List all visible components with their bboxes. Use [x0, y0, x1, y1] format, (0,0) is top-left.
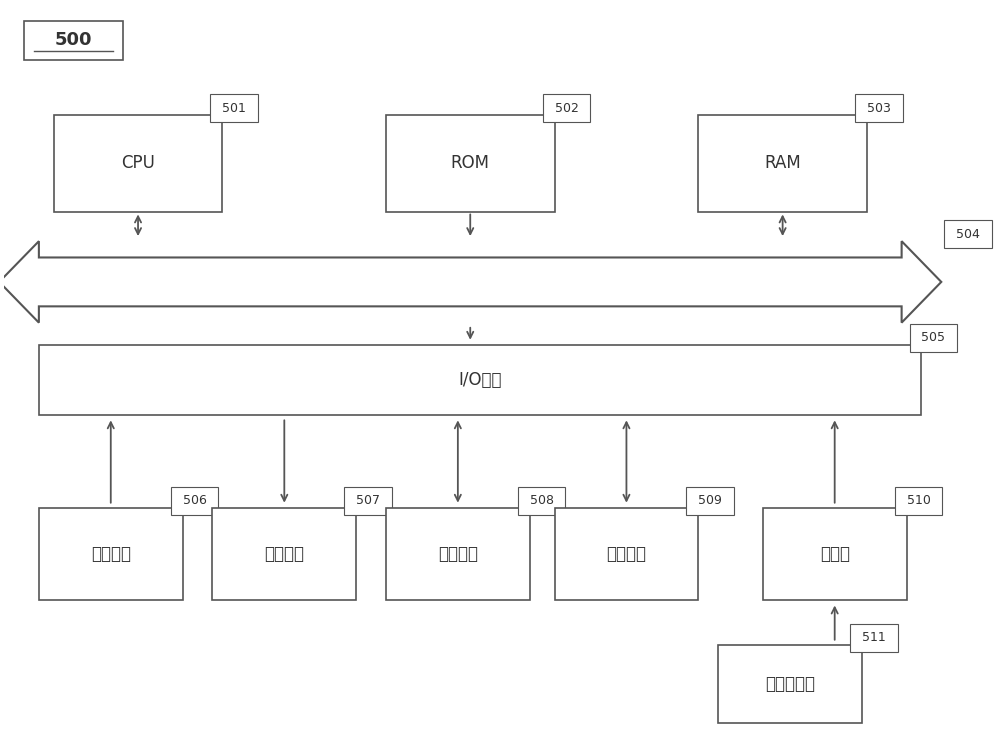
Text: 输入部分: 输入部分: [91, 545, 131, 563]
Text: 511: 511: [862, 631, 886, 644]
Bar: [39, 508, 183, 601]
Text: 501: 501: [222, 102, 246, 115]
Text: 505: 505: [921, 331, 945, 345]
Bar: [686, 487, 734, 515]
Text: 504: 504: [956, 228, 980, 240]
Text: 输出部分: 输出部分: [264, 545, 304, 563]
Bar: [543, 94, 590, 122]
Bar: [344, 487, 392, 515]
Text: 502: 502: [555, 102, 578, 115]
Text: 507: 507: [356, 494, 380, 507]
Bar: [698, 115, 867, 211]
Bar: [386, 508, 530, 601]
Bar: [210, 94, 258, 122]
Bar: [855, 94, 903, 122]
Text: ROM: ROM: [451, 154, 490, 172]
Bar: [171, 487, 218, 515]
Text: 509: 509: [698, 494, 722, 507]
Text: 506: 506: [183, 494, 207, 507]
Bar: [718, 645, 862, 723]
Bar: [763, 508, 907, 601]
Text: 510: 510: [907, 494, 930, 507]
Text: I/O接口: I/O接口: [458, 371, 502, 389]
Text: 通信部分: 通信部分: [606, 545, 646, 563]
Bar: [54, 115, 222, 211]
Text: 503: 503: [867, 102, 891, 115]
Text: 500: 500: [55, 31, 92, 49]
Text: RAM: RAM: [764, 154, 801, 172]
Polygon shape: [0, 241, 941, 323]
Text: 508: 508: [530, 494, 554, 507]
Bar: [555, 508, 698, 601]
Bar: [850, 624, 898, 652]
Bar: [910, 324, 957, 352]
Text: 可拆卸介质: 可拆卸介质: [765, 675, 815, 693]
Text: CPU: CPU: [121, 154, 155, 172]
Bar: [39, 345, 921, 415]
Bar: [518, 487, 565, 515]
Bar: [895, 487, 942, 515]
Bar: [386, 115, 555, 211]
Bar: [212, 508, 356, 601]
Text: 驱动器: 驱动器: [820, 545, 850, 563]
Bar: [944, 220, 992, 248]
Bar: [24, 21, 123, 60]
Text: 存储部分: 存储部分: [438, 545, 478, 563]
